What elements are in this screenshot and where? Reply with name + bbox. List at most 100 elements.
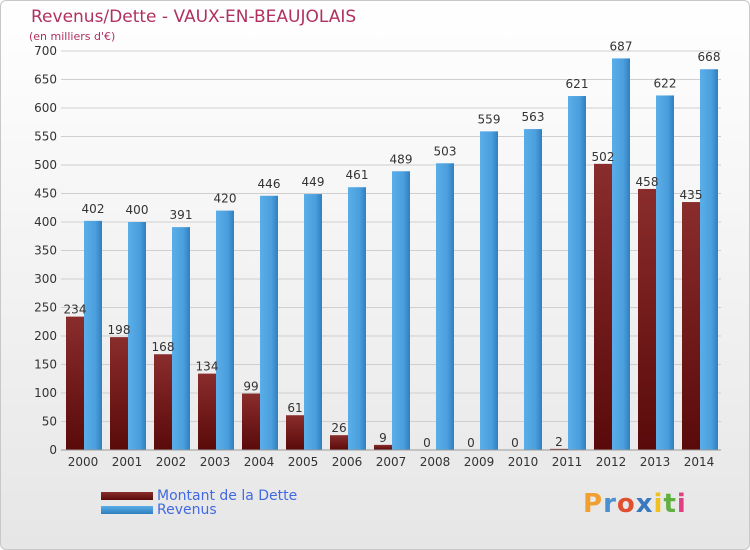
- y-tick-label: 250: [34, 301, 57, 315]
- data-label-debt: 234: [64, 303, 87, 317]
- bar-debt: [198, 373, 216, 450]
- bar-debt: [110, 337, 128, 450]
- data-label-debt: 168: [152, 340, 175, 354]
- data-label-debt: 198: [108, 323, 131, 337]
- x-tick-label: 2005: [288, 455, 319, 469]
- x-tick-label: 2013: [640, 455, 671, 469]
- data-label-revenue: 668: [698, 50, 721, 64]
- bar-debt: [550, 448, 568, 450]
- bar-debt: [330, 435, 348, 450]
- data-label-revenue: 449: [302, 175, 325, 189]
- y-tick-label: 700: [34, 44, 57, 58]
- data-label-revenue: 622: [654, 76, 677, 90]
- y-tick-label: 100: [34, 386, 57, 400]
- bar-revenue: [84, 220, 102, 450]
- y-tick-label: 0: [49, 443, 57, 457]
- data-label-revenue: 400: [126, 203, 149, 217]
- bar-revenue: [128, 222, 146, 450]
- data-label-debt: 2: [555, 435, 563, 449]
- bar-revenue: [392, 171, 410, 450]
- data-label-debt: 458: [636, 175, 659, 189]
- bar-debt: [594, 163, 612, 451]
- legend-label-revenue: Revenus: [157, 502, 217, 518]
- bar-revenue: [172, 227, 190, 450]
- data-label-debt: 61: [287, 401, 302, 415]
- data-label-revenue: 391: [170, 208, 193, 222]
- y-tick-label: 600: [34, 101, 57, 115]
- bar-revenue: [436, 163, 454, 451]
- data-label-revenue: 559: [478, 112, 501, 126]
- bar-revenue: [480, 131, 498, 450]
- y-tick-label: 350: [34, 244, 57, 258]
- y-tick-label: 50: [42, 415, 57, 429]
- data-label-debt: 9: [379, 431, 387, 445]
- bar-revenue: [568, 96, 586, 450]
- data-label-revenue: 402: [82, 202, 105, 216]
- logo-letter: i: [653, 489, 664, 519]
- data-label-debt: 99: [243, 380, 258, 394]
- x-tick-label: 2008: [420, 455, 451, 469]
- bar-debt: [66, 316, 84, 450]
- data-label-revenue: 420: [214, 192, 237, 206]
- legend-label-debt: Montant de la Dette: [157, 488, 298, 504]
- logo-letter: x: [635, 489, 654, 519]
- bar-debt: [374, 444, 392, 450]
- x-tick-label: 2002: [156, 455, 187, 469]
- data-label-revenue: 503: [434, 144, 457, 158]
- data-label-revenue: 621: [566, 77, 589, 91]
- x-tick-label: 2004: [244, 455, 275, 469]
- bar-debt: [242, 393, 260, 450]
- x-tick-label: 2014: [684, 455, 715, 469]
- bars: [66, 58, 718, 451]
- chart-title: Revenus/Dette - VAUX-EN-BEAUJOLAIS: [31, 7, 357, 27]
- x-tick-label: 2011: [552, 455, 583, 469]
- logo-letter: t: [663, 489, 677, 519]
- bar-revenue: [216, 210, 234, 450]
- bar-revenue: [348, 187, 366, 451]
- data-labels: 234 402 198 400 168 391 134 420 99 446 61 449 26 461 9…: [64, 39, 721, 450]
- data-label-revenue: 687: [610, 39, 633, 53]
- y-tick-label: 150: [34, 358, 57, 372]
- x-tick-label: 2003: [200, 455, 231, 469]
- y-tick-label: 450: [34, 187, 57, 201]
- legend-swatch-revenue: [101, 506, 153, 514]
- data-label-revenue: 489: [390, 152, 413, 166]
- logo-letter: o: [616, 489, 636, 519]
- y-tick-label: 500: [34, 158, 57, 172]
- axes: 0501001502002503003504004505005506006507…: [34, 44, 721, 469]
- x-tick-label: 2007: [376, 455, 407, 469]
- x-tick-label: 2000: [68, 455, 99, 469]
- chart-subtitle: (en milliers d'€): [29, 30, 116, 43]
- logo-letter: r: [603, 489, 617, 519]
- bar-revenue: [304, 194, 322, 450]
- x-tick-label: 2012: [596, 455, 627, 469]
- bar-debt: [682, 202, 700, 450]
- bar-revenue: [524, 129, 542, 450]
- legend-swatch-debt: [101, 492, 153, 500]
- data-label-debt: 0: [423, 436, 431, 450]
- data-label-revenue: 563: [522, 110, 545, 124]
- y-tick-label: 300: [34, 272, 57, 286]
- data-label-debt: 26: [331, 421, 346, 435]
- bar-debt: [638, 188, 656, 450]
- proxiti-logo: Proxiti: [583, 489, 687, 519]
- bar-debt: [154, 354, 172, 450]
- data-label-debt: 0: [511, 436, 519, 450]
- bar-revenue: [700, 69, 718, 451]
- x-tick-label: 2001: [112, 455, 143, 469]
- x-tick-label: 2006: [332, 455, 363, 469]
- x-tick-label: 2009: [464, 455, 495, 469]
- bar-revenue: [612, 58, 630, 450]
- y-tick-label: 550: [34, 130, 57, 144]
- y-tick-label: 200: [34, 329, 57, 343]
- bar-revenue: [260, 195, 278, 450]
- bar-debt: [286, 415, 304, 450]
- data-label-debt: 435: [680, 188, 703, 202]
- data-label-debt: 0: [467, 436, 475, 450]
- y-tick-label: 400: [34, 215, 57, 229]
- logo-letter: i: [676, 489, 687, 519]
- x-tick-label: 2010: [508, 455, 539, 469]
- bar-revenue: [656, 95, 674, 451]
- data-label-revenue: 461: [346, 168, 369, 182]
